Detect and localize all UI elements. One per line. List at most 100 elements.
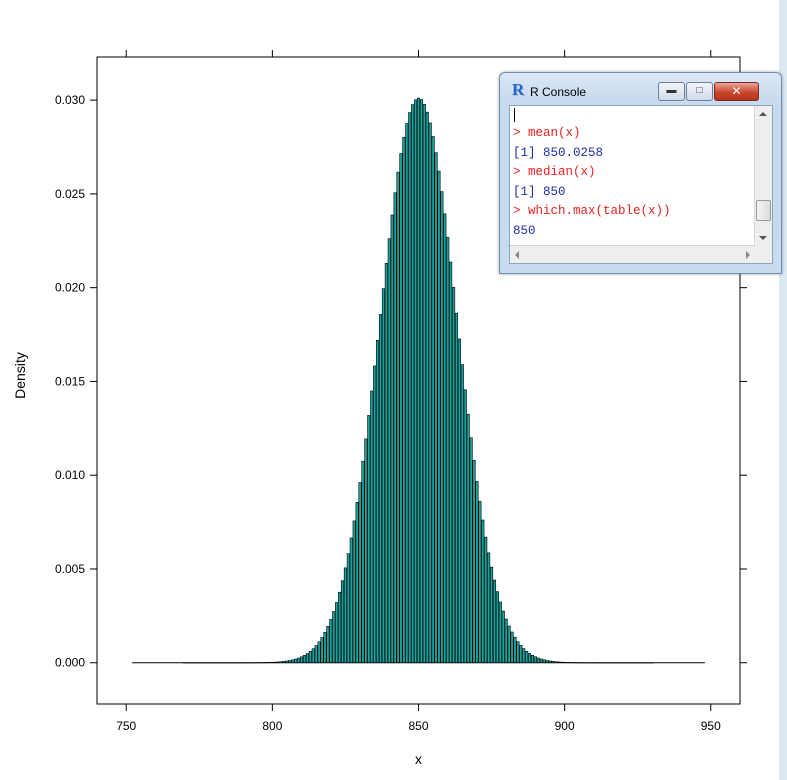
console-cursor bbox=[513, 108, 754, 124]
histogram-bar bbox=[545, 660, 549, 664]
histogram-bar bbox=[560, 661, 564, 664]
x-axis-ticks: 750 800 850 900 950 bbox=[116, 50, 721, 733]
histogram-bar bbox=[434, 152, 438, 664]
histogram-bar bbox=[551, 661, 555, 664]
horizontal-scrollbar[interactable] bbox=[510, 245, 755, 263]
histogram-bar bbox=[294, 658, 298, 664]
histogram-bar bbox=[381, 288, 385, 664]
scroll-left-icon[interactable] bbox=[515, 251, 519, 259]
scroll-up-icon[interactable] bbox=[759, 112, 767, 116]
y-tick-label: 0.000 bbox=[55, 656, 85, 670]
console-command-line: > median(x) bbox=[513, 165, 596, 179]
histogram-bar bbox=[481, 519, 485, 664]
histogram-bar bbox=[501, 610, 505, 664]
histogram-bar bbox=[340, 580, 345, 664]
histogram-bar bbox=[492, 579, 497, 664]
maximize-icon: □ bbox=[696, 85, 703, 96]
histogram-bar bbox=[516, 641, 520, 664]
console-command-line: > which.max(table(x)) bbox=[513, 204, 671, 218]
histogram-bar bbox=[390, 214, 394, 664]
histogram-bar bbox=[478, 501, 482, 664]
histogram-bar bbox=[317, 641, 321, 664]
histogram-bar bbox=[495, 591, 499, 664]
histogram-bar bbox=[452, 287, 456, 664]
y-tick-label: 0.025 bbox=[55, 187, 85, 201]
r-console-window[interactable]: R R Console ▬ □ ✕ > mean(x) [1] 850.0258 >… bbox=[499, 72, 782, 274]
histogram-bar bbox=[542, 659, 546, 664]
histogram-bar bbox=[422, 104, 426, 664]
r-logo-icon: R bbox=[512, 80, 525, 99]
minimize-icon: ▬ bbox=[666, 85, 677, 96]
histogram-bar bbox=[405, 123, 409, 664]
x-tick-label: 750 bbox=[116, 719, 136, 733]
histogram-bar bbox=[335, 602, 339, 664]
scroll-thumb[interactable] bbox=[756, 200, 771, 221]
histogram-bar bbox=[408, 112, 412, 664]
histogram-bar bbox=[469, 437, 473, 664]
histogram-bar bbox=[367, 415, 371, 664]
histogram-bar bbox=[373, 365, 377, 664]
histogram-bar bbox=[446, 237, 450, 664]
histogram-bar bbox=[282, 661, 286, 664]
y-axis-title: Density bbox=[12, 352, 28, 399]
console-output-line: [1] 850.0258 bbox=[513, 145, 604, 160]
console-titlebar[interactable]: R R Console ▬ □ ✕ bbox=[500, 73, 781, 103]
histogram-bar bbox=[291, 659, 295, 664]
x-tick-label: 900 bbox=[555, 719, 575, 733]
histogram-bar bbox=[396, 171, 400, 664]
histogram-bar bbox=[504, 618, 508, 664]
y-tick-label: 0.020 bbox=[55, 281, 85, 295]
x-tick-label: 850 bbox=[408, 719, 428, 733]
minimize-button[interactable]: ▬ bbox=[658, 82, 685, 101]
histogram-bar bbox=[376, 339, 380, 664]
histogram-bar bbox=[320, 637, 324, 664]
histogram-bar bbox=[443, 213, 447, 664]
histogram-bar bbox=[454, 312, 459, 664]
histogram-bar bbox=[300, 656, 304, 664]
histogram-bar bbox=[457, 338, 461, 664]
histogram-bar bbox=[519, 645, 523, 664]
histogram-bar bbox=[525, 650, 529, 664]
histogram-bar bbox=[384, 263, 388, 664]
histogram-bar bbox=[513, 636, 517, 664]
scroll-right-icon[interactable] bbox=[746, 251, 750, 259]
maximize-button[interactable]: □ bbox=[686, 82, 713, 101]
console-command-line: > mean(x) bbox=[513, 126, 581, 140]
histogram-bar bbox=[536, 657, 540, 664]
histogram-bar bbox=[539, 658, 543, 664]
x-tick-label: 950 bbox=[701, 719, 721, 733]
console-output-line: 850 bbox=[513, 223, 536, 238]
histogram-bar bbox=[346, 553, 350, 664]
histogram-bar bbox=[358, 482, 362, 664]
vertical-scrollbar[interactable] bbox=[754, 106, 772, 246]
histogram-bar bbox=[279, 661, 283, 664]
histogram-bar bbox=[361, 461, 365, 664]
histogram-bar bbox=[332, 611, 336, 664]
histogram-bar bbox=[338, 591, 342, 664]
histogram-bar bbox=[352, 520, 356, 664]
histogram-bar bbox=[308, 651, 312, 664]
histogram-bar bbox=[419, 99, 423, 664]
resize-grip-icon[interactable] bbox=[755, 246, 772, 263]
histogram-bar bbox=[370, 390, 374, 664]
histogram-bar bbox=[490, 566, 494, 664]
x-tick-label: 800 bbox=[262, 719, 282, 733]
console-text: > mean(x) [1] 850.0258 > median(x) [1] 850 >… bbox=[513, 108, 754, 241]
histogram-bar bbox=[528, 653, 532, 664]
histogram-bar bbox=[273, 661, 277, 664]
close-icon: ✕ bbox=[731, 84, 742, 98]
histogram-bar bbox=[487, 552, 491, 664]
histogram-bar bbox=[387, 238, 391, 664]
histogram-bar bbox=[449, 261, 453, 664]
histogram-bar bbox=[288, 660, 292, 664]
scroll-down-icon[interactable] bbox=[759, 236, 767, 240]
histogram-bar bbox=[437, 170, 441, 664]
histogram-bar bbox=[314, 645, 318, 664]
histogram-bar bbox=[522, 648, 526, 664]
console-output-area[interactable]: > mean(x) [1] 850.0258 > median(x) [1] 850 >… bbox=[509, 105, 773, 264]
histogram-bar bbox=[440, 191, 444, 664]
histogram-bar bbox=[399, 153, 403, 664]
console-title: R Console bbox=[530, 85, 587, 99]
window-edge-strip bbox=[779, 0, 787, 780]
close-button[interactable]: ✕ bbox=[714, 82, 759, 101]
